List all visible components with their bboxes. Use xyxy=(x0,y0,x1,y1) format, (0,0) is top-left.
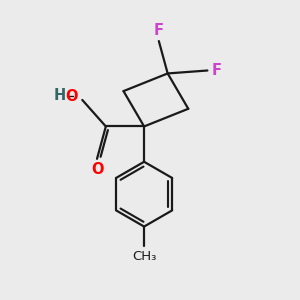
Text: O: O xyxy=(65,89,78,104)
Text: CH₃: CH₃ xyxy=(132,250,156,263)
Text: F: F xyxy=(154,22,164,38)
Text: F: F xyxy=(212,63,222,78)
Text: O: O xyxy=(91,162,103,177)
Text: H: H xyxy=(54,88,66,103)
